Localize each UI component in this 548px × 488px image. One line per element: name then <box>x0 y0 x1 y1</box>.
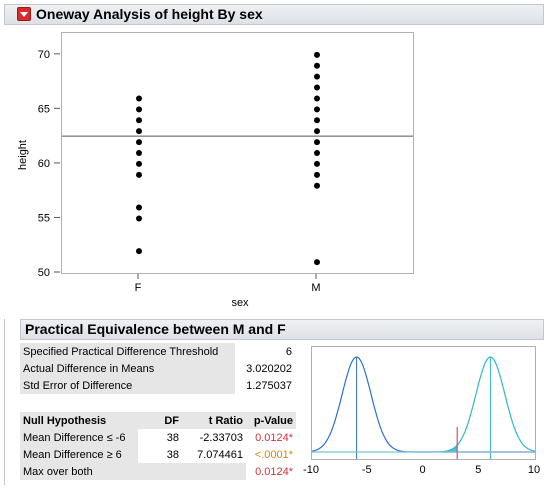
p-value-cell: <.0001* <box>254 448 293 461</box>
df-cell <box>138 463 182 480</box>
df-cell: 38 <box>166 448 179 461</box>
data-point <box>314 117 320 124</box>
summary-label: Specified Practical Difference Threshold <box>20 343 235 360</box>
dist-x-tick-label: -10 <box>303 464 319 476</box>
data-point <box>136 248 142 255</box>
y-tick-label: 60 <box>38 158 50 170</box>
hypothesis-cell: Mean Difference ≤ -6 <box>20 429 138 446</box>
distribution-x-ticks: -10 -5 0 5 10 <box>303 464 540 476</box>
y-axis-label: height <box>17 140 29 170</box>
data-point <box>314 128 320 135</box>
data-point <box>136 150 142 156</box>
data-point <box>136 160 142 167</box>
data-point <box>314 95 320 102</box>
table-row: Actual Difference in Means 3.020202 <box>20 360 295 377</box>
oneway-header[interactable]: Oneway Analysis of height By sex <box>4 4 544 25</box>
hypothesis-cell: Max over both <box>20 463 138 480</box>
data-point <box>314 84 320 91</box>
summary-value: 6 <box>285 345 292 358</box>
scatter-plot-area[interactable] <box>61 32 414 274</box>
density-curve <box>311 356 535 453</box>
y-axis-ticks: 50 55 60 65 70 <box>38 49 60 279</box>
data-point <box>314 160 320 167</box>
p-value-cell: 0.0124* <box>255 431 293 444</box>
summary-label: Std Error of Difference <box>20 377 235 394</box>
df-cell: 38 <box>166 431 179 444</box>
data-point <box>314 106 320 113</box>
data-point <box>314 182 320 189</box>
data-point <box>136 128 142 135</box>
summary-value: 3.020202 <box>246 362 292 375</box>
col-header[interactable]: DF <box>138 412 182 429</box>
data-point <box>136 171 142 178</box>
data-point <box>314 259 320 266</box>
y-tick-label: 55 <box>38 212 50 224</box>
table-row: Mean Difference ≤ -6 38 -2.33703 0.0124* <box>20 429 296 446</box>
col-header[interactable]: t Ratio <box>182 412 246 429</box>
summary-value: 1.275037 <box>246 379 292 392</box>
table-header-row: Null Hypothesis DF t Ratio p-Value <box>20 412 296 429</box>
table-row: Mean Difference ≥ 6 38 7.074461 <.0001* <box>20 446 296 463</box>
data-point <box>314 171 320 178</box>
p-value-cell: 0.0124* <box>255 465 293 478</box>
table-row: Specified Practical Difference Threshold… <box>20 343 295 360</box>
t-ratio-cell <box>182 463 246 480</box>
equivalence-outline <box>4 319 544 485</box>
x-tick-label: F <box>135 282 142 294</box>
t-ratio-cell: -2.33703 <box>199 431 243 444</box>
col-header[interactable]: p-Value <box>246 412 296 429</box>
data-point <box>136 106 142 113</box>
dist-x-tick-label: 0 <box>419 464 425 476</box>
y-tick-label: 65 <box>38 103 50 115</box>
scatter-svg <box>62 51 413 266</box>
dist-x-tick-label: 10 <box>528 464 540 476</box>
summary-table: Specified Practical Difference Threshold… <box>20 343 295 394</box>
data-point <box>136 139 142 146</box>
t-ratio-cell: 7.074461 <box>197 448 243 461</box>
dist-x-tick-label: -5 <box>362 464 372 476</box>
data-point <box>136 215 142 222</box>
equivalence-title: Practical Equivalence between M and F <box>25 321 286 337</box>
tail-area <box>440 445 458 452</box>
y-axis-label-text: height <box>17 140 29 170</box>
table-row: Max over both 0.0124* <box>20 463 296 480</box>
col-header[interactable]: Null Hypothesis <box>20 412 138 429</box>
data-point <box>314 73 320 80</box>
data-point <box>136 117 142 124</box>
data-point <box>136 204 142 211</box>
data-point <box>314 62 320 69</box>
hypothesis-cell: Mean Difference ≥ 6 <box>20 446 138 463</box>
data-point <box>136 95 142 102</box>
equivalence-header[interactable]: Practical Equivalence between M and F <box>20 319 544 340</box>
data-point <box>314 139 320 146</box>
distribution-plot-area[interactable] <box>311 346 536 460</box>
table-row: Std Error of Difference 1.275037 <box>20 377 295 394</box>
density-curve <box>312 356 536 453</box>
red-triangle-menu-icon[interactable] <box>17 7 31 21</box>
y-tick-label: 70 <box>38 49 50 61</box>
summary-label: Actual Difference in Means <box>20 360 235 377</box>
y-tick-label: 50 <box>38 267 50 279</box>
data-point <box>314 51 320 58</box>
hypothesis-table: Null Hypothesis DF t Ratio p-Value Mean … <box>20 412 296 480</box>
oneway-title: Oneway Analysis of height By sex <box>36 6 263 22</box>
data-point <box>314 150 320 156</box>
distribution-svg <box>311 356 536 459</box>
dist-x-tick-label: 5 <box>475 464 481 476</box>
x-tick-label: M <box>311 282 320 294</box>
x-axis-label: sex <box>231 297 249 309</box>
